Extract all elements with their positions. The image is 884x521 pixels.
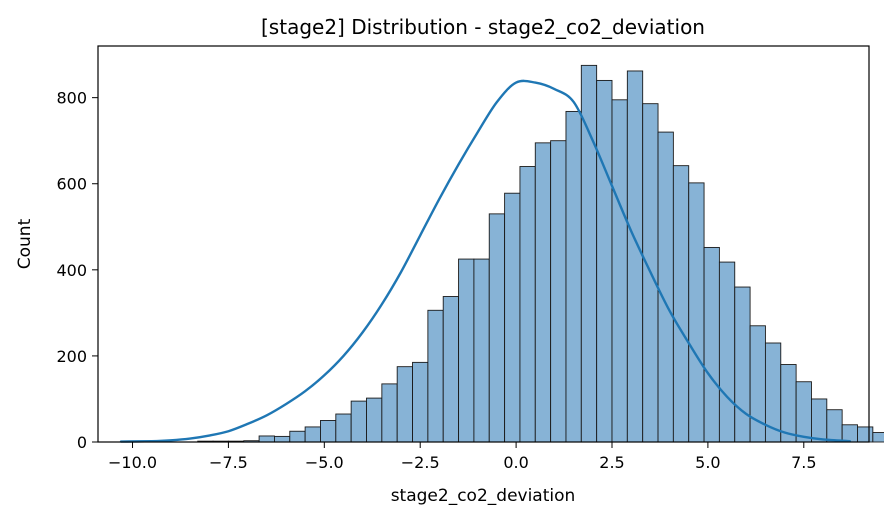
histogram-bar: [442, 296, 460, 443]
histogram-bar: [550, 140, 567, 443]
histogram-bar: [473, 258, 490, 443]
histogram-bar: [596, 79, 613, 443]
histogram-bar: [811, 398, 828, 443]
histogram-bar: [672, 165, 690, 443]
x-tick-label: 0.0: [503, 453, 528, 472]
histogram-bar: [872, 432, 884, 443]
y-tick-label: 200: [56, 347, 87, 366]
histogram-bar: [412, 361, 429, 443]
histogram-bar: [565, 110, 582, 443]
histogram-bar: [488, 213, 506, 443]
y-tick-label: 800: [56, 89, 87, 108]
x-axis: −10.0 −7.5 −5.0 −2.5 0.0 2.5 5.0 7.5: [108, 442, 817, 472]
histogram-bar: [458, 258, 475, 443]
y-tick-label: 400: [56, 261, 87, 280]
x-tick-label: 5.0: [695, 453, 720, 472]
x-tick-label: 7.5: [791, 453, 816, 472]
histogram-bar: [857, 426, 874, 443]
x-tick-label: −5.0: [305, 453, 344, 472]
histogram-bar: [289, 430, 306, 443]
y-axis: 0 200 400 600 800: [56, 89, 98, 452]
histogram-bar: [718, 261, 736, 443]
histogram-bar: [703, 246, 720, 443]
histogram-bar: [258, 435, 275, 443]
histogram-bar: [611, 99, 628, 443]
histogram-bar: [504, 192, 521, 443]
histogram-bar: [335, 413, 352, 443]
histogram-bar: [304, 426, 321, 443]
histogram-bar: [519, 166, 536, 443]
histogram-bar: [688, 182, 705, 443]
x-axis-title: stage2_co2_deviation: [391, 486, 576, 506]
x-tick-label: −7.5: [209, 453, 248, 472]
histogram-bar: [320, 420, 337, 443]
histogram-bar: [274, 435, 291, 443]
x-tick-label: 2.5: [599, 453, 624, 472]
histogram-bar: [657, 131, 674, 443]
bars-layer: [120, 64, 884, 443]
histogram-bar: [841, 424, 858, 443]
chart-title: [stage2] Distribution - stage2_co2_devia…: [261, 15, 705, 39]
histogram-bar: [350, 400, 367, 443]
y-tick-label: 0: [77, 433, 87, 452]
histogram-bar: [381, 383, 398, 443]
y-tick-label: 600: [56, 175, 87, 194]
histogram-bar: [734, 286, 751, 443]
histogram-bar: [534, 142, 552, 443]
histogram-bar: [780, 364, 797, 443]
histogram-bar: [366, 397, 383, 443]
histogram-bar: [795, 381, 812, 443]
kde-curve: [119, 79, 852, 443]
histogram-bar: [396, 366, 413, 443]
y-axis-title: Count: [15, 218, 35, 269]
histogram-bar: [427, 309, 444, 443]
x-tick-label: −2.5: [401, 453, 440, 472]
histogram-bar: [626, 70, 644, 443]
plot-frame: [97, 45, 870, 443]
histogram-bar: [826, 409, 843, 443]
x-tick-label: −10.0: [108, 453, 157, 472]
